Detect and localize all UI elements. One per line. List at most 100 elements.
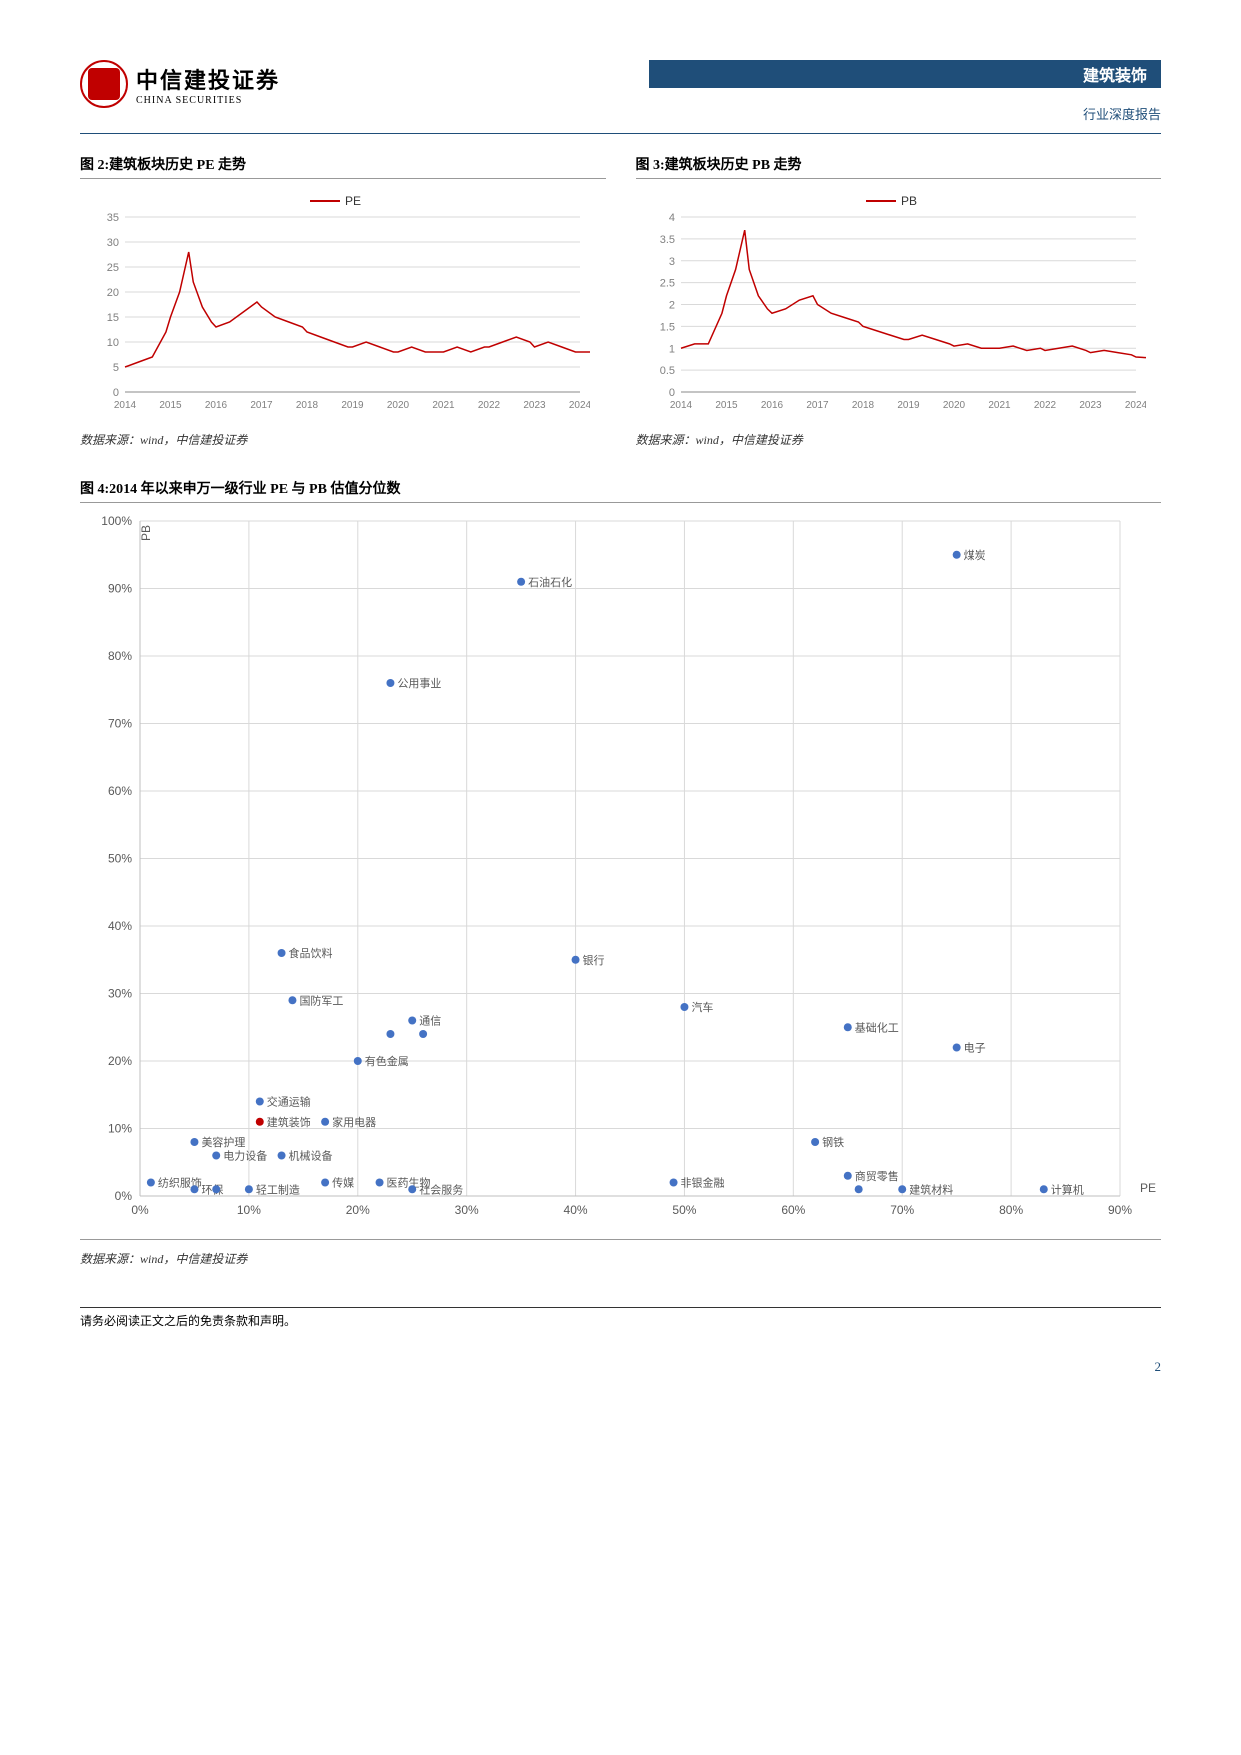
logo: 中信建投证券 CHINA SECURITIES	[80, 60, 280, 108]
svg-text:60%: 60%	[781, 1203, 805, 1217]
svg-text:煤炭: 煤炭	[964, 549, 986, 562]
svg-text:20%: 20%	[346, 1203, 370, 1217]
svg-text:基础化工: 基础化工	[855, 1020, 899, 1034]
svg-text:商贸零售: 商贸零售	[855, 1169, 899, 1183]
svg-text:4: 4	[668, 212, 674, 224]
svg-text:2022: 2022	[1033, 400, 1056, 411]
chart-3-svg: 00.511.522.533.5420142015201620172018201…	[636, 187, 1146, 417]
svg-text:30%: 30%	[108, 987, 132, 1001]
chart-4-source: 数据来源：wind，中信建投证券	[80, 1250, 1161, 1267]
svg-text:1.5: 1.5	[659, 321, 674, 333]
svg-text:2018: 2018	[296, 400, 319, 411]
footer-disclaimer: 请务必阅读正文之后的免责条款和声明。	[80, 1312, 1161, 1329]
svg-text:50%: 50%	[108, 852, 132, 866]
svg-text:2016: 2016	[205, 400, 228, 411]
svg-text:公用事业: 公用事业	[397, 677, 441, 690]
svg-text:60%: 60%	[108, 784, 132, 798]
svg-text:2015: 2015	[159, 400, 182, 411]
chart-2-source: 数据来源：wind，中信建投证券	[80, 431, 606, 448]
svg-text:机械设备: 机械设备	[289, 1149, 333, 1163]
svg-text:轻工制造: 轻工制造	[256, 1182, 300, 1196]
svg-text:石油石化: 石油石化	[528, 575, 572, 589]
svg-text:10%: 10%	[108, 1122, 132, 1136]
svg-text:2021: 2021	[988, 400, 1011, 411]
svg-text:2021: 2021	[432, 400, 455, 411]
svg-text:40%: 40%	[108, 919, 132, 933]
svg-text:PE: PE	[1140, 1181, 1156, 1195]
chart-2-title: 图 2:建筑板块历史 PE 走势	[80, 154, 606, 179]
svg-text:2023: 2023	[1079, 400, 1102, 411]
svg-text:2: 2	[668, 300, 674, 312]
svg-text:2019: 2019	[341, 400, 364, 411]
chart-2: 图 2:建筑板块历史 PE 走势 05101520253035201420152…	[80, 154, 606, 448]
svg-text:2018: 2018	[851, 400, 874, 411]
chart-4: 图 4:2014 年以来申万一级行业 PE 与 PB 估值分位数 0% 10% 20…	[80, 478, 1161, 1267]
svg-text:2014: 2014	[114, 400, 137, 411]
svg-text:1: 1	[668, 343, 674, 355]
chart-2-svg: 0510152025303520142015201620172018201920…	[80, 187, 590, 417]
svg-text:2.5: 2.5	[659, 278, 674, 290]
page-header: 中信建投证券 CHINA SECURITIES 建筑装饰 行业深度报告	[80, 60, 1161, 123]
svg-text:国防军工: 国防军工	[299, 993, 343, 1007]
svg-text:20: 20	[107, 287, 119, 299]
svg-text:0%: 0%	[115, 1189, 133, 1203]
logo-cn: 中信建投证券	[136, 63, 280, 95]
svg-text:35: 35	[107, 212, 119, 224]
chart-4-title: 图 4:2014 年以来申万一级行业 PE 与 PB 估值分位数	[80, 478, 1161, 503]
svg-text:电子: 电子	[964, 1042, 986, 1055]
svg-text:PB: PB	[139, 525, 153, 541]
svg-text:建筑装饰: 建筑装饰	[267, 1115, 311, 1129]
svg-text:2024: 2024	[1124, 400, 1145, 411]
svg-text:30%: 30%	[455, 1203, 479, 1217]
svg-text:30: 30	[107, 237, 119, 249]
svg-text:5: 5	[113, 362, 119, 374]
svg-text:0%: 0%	[131, 1203, 149, 1217]
svg-text:电力设备: 电力设备	[223, 1149, 267, 1163]
svg-text:银行: 银行	[583, 953, 605, 967]
svg-text:3.5: 3.5	[659, 234, 674, 246]
svg-text:2020: 2020	[942, 400, 965, 411]
svg-text:传媒: 传媒	[332, 1177, 354, 1190]
chart-3: 图 3:建筑板块历史 PB 走势 00.511.522.533.54201420…	[636, 154, 1162, 448]
svg-text:20%: 20%	[108, 1054, 132, 1068]
svg-text:汽车: 汽车	[691, 1000, 713, 1014]
svg-text:0.5: 0.5	[659, 365, 674, 377]
svg-text:80%: 80%	[108, 649, 132, 663]
svg-text:有色金属: 有色金属	[365, 1054, 409, 1068]
svg-text:通信: 通信	[419, 1015, 441, 1028]
svg-text:建筑材料: 建筑材料	[909, 1182, 953, 1196]
chart-4-svg: 0% 10% 20% 30% 40% 50% 60% 70% 80% 90% 0% 10% 20% 30%…	[80, 511, 1160, 1231]
svg-text:70%: 70%	[108, 717, 132, 731]
svg-text:2015: 2015	[715, 400, 738, 411]
svg-text:计算机: 计算机	[1051, 1182, 1084, 1196]
svg-text:美容护理: 美容护理	[201, 1135, 245, 1149]
svg-text:社会服务: 社会服务	[419, 1182, 463, 1196]
svg-text:15: 15	[107, 312, 119, 324]
svg-text:40%: 40%	[564, 1203, 588, 1217]
svg-text:2024: 2024	[569, 400, 590, 411]
svg-text:10: 10	[107, 337, 119, 349]
svg-text:10%: 10%	[237, 1203, 261, 1217]
svg-text:25: 25	[107, 262, 119, 274]
svg-text:2017: 2017	[250, 400, 273, 411]
svg-text:交通运输: 交通运输	[267, 1095, 311, 1109]
svg-text:100%: 100%	[101, 514, 132, 528]
svg-text:80%: 80%	[999, 1203, 1023, 1217]
svg-text:非银金融: 非银金融	[681, 1176, 725, 1190]
chart-3-source: 数据来源：wind，中信建投证券	[636, 431, 1162, 448]
chart-3-title: 图 3:建筑板块历史 PB 走势	[636, 154, 1162, 179]
logo-en: CHINA SECURITIES	[136, 95, 280, 106]
svg-text:钢铁: 钢铁	[822, 1136, 844, 1149]
svg-text:2017: 2017	[806, 400, 829, 411]
header-bar: 建筑装饰	[649, 60, 1161, 88]
category-label: 建筑装饰	[1069, 60, 1161, 88]
svg-text:50%: 50%	[672, 1203, 696, 1217]
svg-text:3: 3	[668, 256, 674, 268]
svg-text:2020: 2020	[387, 400, 410, 411]
svg-text:PE: PE	[345, 194, 361, 208]
svg-text:0: 0	[668, 387, 674, 399]
svg-text:90%: 90%	[1108, 1203, 1132, 1217]
svg-text:食品饮料: 食品饮料	[289, 946, 333, 960]
svg-text:家用电器: 家用电器	[332, 1115, 376, 1129]
svg-text:90%: 90%	[108, 582, 132, 596]
